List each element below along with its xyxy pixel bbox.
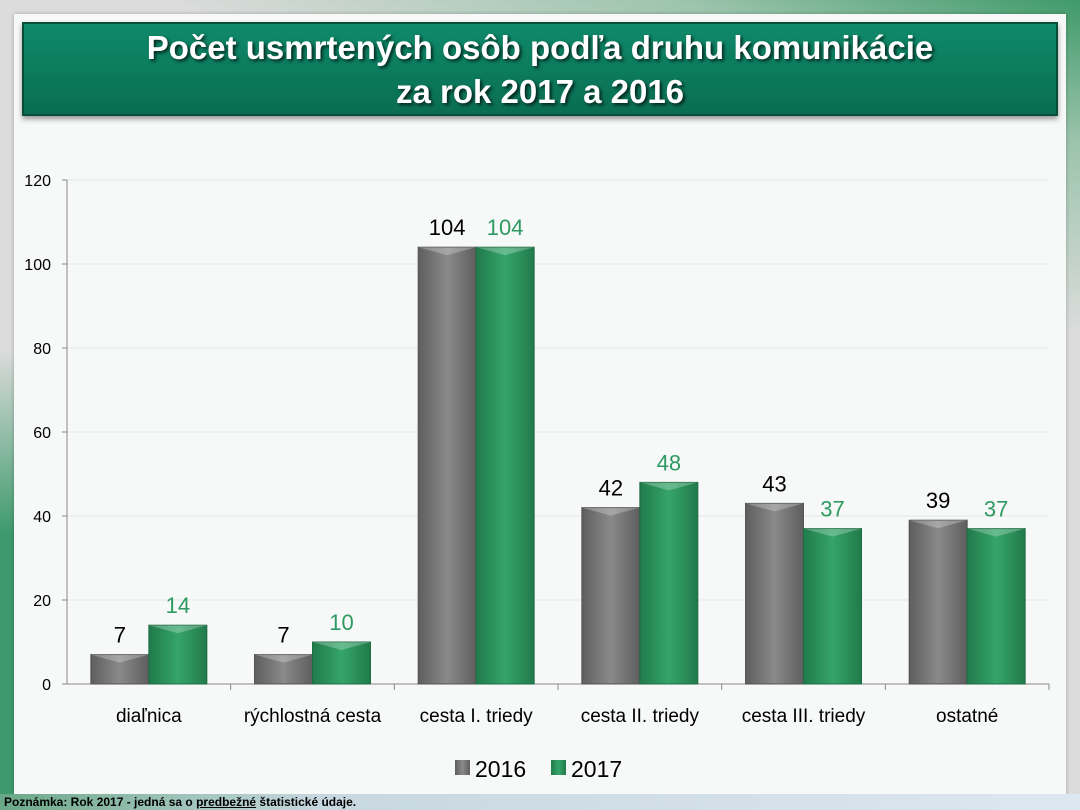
y-tick-label: 20	[33, 593, 51, 610]
bar-2017	[803, 528, 862, 685]
title-line-2: za rok 2017 a 2016	[395, 73, 685, 110]
footnote-emphasis: predbežné	[196, 795, 257, 809]
y-tick-label: 60	[33, 425, 51, 442]
bar-2016	[908, 519, 968, 685]
footnote: Poznámka: Rok 2017 - jedná sa o predbežn…	[0, 794, 1080, 810]
x-tick-label: cesta I. triedy	[420, 706, 533, 727]
bar-2017	[475, 246, 535, 685]
footnote-prefix: Poznámka: Rok 2017 - jedná sa o	[4, 795, 197, 809]
data-label: 43	[762, 471, 786, 496]
data-label: 104	[429, 215, 466, 240]
x-tick-label: diaľnica	[116, 706, 182, 727]
y-tick-label: 0	[42, 677, 51, 694]
data-label: 7	[114, 623, 126, 648]
title-line-1: Počet usmrtených osôb podľa druhu komuni…	[146, 29, 934, 66]
bar-bevel	[148, 625, 207, 634]
legend-label: 2016	[475, 756, 526, 782]
bar-bevel	[967, 528, 1026, 537]
footnote-suffix: štatistické údaje.	[256, 795, 357, 809]
bar-bevel	[90, 654, 149, 663]
data-label: 104	[487, 215, 524, 240]
y-tick-label: 100	[24, 257, 51, 274]
x-tick-label: ostatné	[936, 706, 998, 727]
bar-2016	[417, 246, 477, 685]
bar-bevel	[581, 507, 640, 516]
bar-bevel	[312, 642, 371, 650]
background-strip	[0, 350, 16, 810]
bar-bevel	[909, 520, 968, 529]
bar-2017	[148, 624, 208, 685]
bar-bevel	[476, 247, 535, 256]
bar-2017	[312, 641, 371, 685]
bar-2016	[90, 654, 150, 685]
data-label: 42	[599, 476, 623, 501]
bar-2016	[581, 507, 641, 685]
bar-2016	[254, 654, 313, 685]
y-tick-label: 120	[24, 173, 51, 190]
x-tick-label: rýchlostná cesta	[244, 706, 382, 727]
y-tick-label: 40	[33, 509, 51, 526]
x-tick-label: cesta II. triedy	[581, 706, 700, 727]
data-label: 37	[984, 497, 1008, 522]
slide-title: Počet usmrtených osôb podľa druhu komuni…	[22, 22, 1058, 116]
bar-bevel	[418, 247, 477, 256]
bar-2017	[639, 481, 699, 685]
data-label: 14	[166, 593, 190, 618]
data-label: 39	[926, 488, 950, 513]
bar-bevel	[639, 482, 698, 491]
bar-2016	[745, 502, 804, 685]
y-tick-label: 80	[33, 341, 51, 358]
bar-2017	[966, 528, 1026, 685]
data-label: 7	[277, 623, 289, 648]
legend-swatch-2017	[551, 760, 566, 775]
data-label: 10	[329, 610, 353, 635]
legend-swatch-2016	[455, 760, 470, 775]
legend-label: 2017	[571, 756, 622, 782]
x-tick-label: cesta III. triedy	[742, 706, 866, 727]
bar-bevel	[803, 528, 862, 537]
data-label: 48	[657, 450, 681, 475]
bar-bevel	[254, 654, 313, 663]
data-label: 37	[820, 497, 844, 522]
bar-bevel	[745, 503, 804, 512]
